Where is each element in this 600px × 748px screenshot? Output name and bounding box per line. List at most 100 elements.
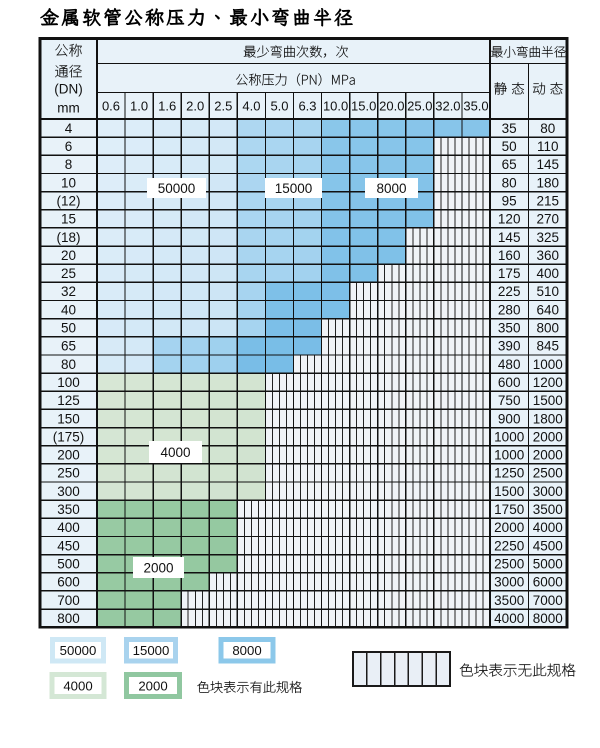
svg-text:180: 180 — [537, 175, 560, 190]
svg-text:1000: 1000 — [494, 448, 524, 463]
svg-text:175: 175 — [498, 266, 521, 281]
svg-text:300: 300 — [57, 484, 80, 499]
svg-text:360: 360 — [537, 248, 560, 263]
svg-text:160: 160 — [498, 248, 521, 263]
svg-text:200: 200 — [57, 448, 80, 463]
svg-text:1.0: 1.0 — [130, 99, 148, 114]
svg-text:6: 6 — [65, 139, 73, 154]
svg-text:32: 32 — [61, 284, 76, 299]
svg-text:mm: mm — [57, 101, 80, 116]
svg-text:4000: 4000 — [494, 611, 524, 626]
svg-text:15.0: 15.0 — [351, 99, 376, 114]
svg-text:25: 25 — [61, 266, 76, 281]
svg-text:(18): (18) — [56, 230, 80, 245]
svg-text:120: 120 — [498, 212, 521, 227]
svg-text:500: 500 — [57, 557, 80, 572]
svg-text:400: 400 — [537, 266, 560, 281]
svg-text:15000: 15000 — [133, 643, 170, 658]
svg-text:5000: 5000 — [533, 557, 563, 572]
svg-text:95: 95 — [502, 194, 517, 209]
svg-text:15000: 15000 — [275, 181, 313, 196]
svg-text:270: 270 — [537, 212, 560, 227]
svg-text:215: 215 — [537, 194, 560, 209]
svg-text:7000: 7000 — [533, 593, 563, 608]
svg-text:2250: 2250 — [494, 538, 524, 553]
svg-text:250: 250 — [57, 466, 80, 481]
svg-text:32.0: 32.0 — [435, 99, 460, 114]
svg-text:900: 900 — [498, 411, 521, 426]
svg-text:20: 20 — [61, 248, 76, 263]
svg-text:1750: 1750 — [494, 502, 524, 517]
svg-text:800: 800 — [57, 611, 80, 626]
svg-text:325: 325 — [537, 230, 560, 245]
svg-text:4000: 4000 — [533, 520, 563, 535]
svg-text:700: 700 — [57, 593, 80, 608]
svg-text:50000: 50000 — [60, 643, 97, 658]
svg-text:350: 350 — [57, 502, 80, 517]
svg-text:50: 50 — [502, 139, 517, 154]
svg-text:50000: 50000 — [158, 181, 196, 196]
svg-text:600: 600 — [498, 375, 521, 390]
svg-text:4000: 4000 — [63, 678, 92, 693]
svg-text:2000: 2000 — [138, 678, 167, 693]
svg-text:225: 225 — [498, 284, 521, 299]
svg-text:400: 400 — [57, 520, 80, 535]
svg-text:390: 390 — [498, 339, 521, 354]
svg-text:3500: 3500 — [533, 502, 563, 517]
svg-text:600: 600 — [57, 575, 80, 590]
svg-text:35.0: 35.0 — [463, 99, 488, 114]
svg-text:750: 750 — [498, 393, 521, 408]
svg-text:110: 110 — [537, 139, 559, 154]
svg-text:4: 4 — [65, 121, 73, 136]
svg-text:2000: 2000 — [533, 448, 563, 463]
svg-text:6.3: 6.3 — [298, 99, 316, 114]
svg-text:3500: 3500 — [494, 593, 524, 608]
svg-text:845: 845 — [537, 339, 560, 354]
svg-text:(12): (12) — [56, 194, 80, 209]
svg-text:0.6: 0.6 — [102, 99, 120, 114]
svg-text:(DN): (DN) — [54, 82, 83, 97]
svg-text:(175): (175) — [53, 429, 85, 444]
svg-text:80: 80 — [502, 175, 517, 190]
svg-text:800: 800 — [537, 321, 560, 336]
svg-text:40: 40 — [61, 302, 76, 317]
svg-text:350: 350 — [498, 321, 521, 336]
svg-text:1000: 1000 — [494, 429, 524, 444]
svg-text:8: 8 — [65, 157, 73, 172]
svg-text:10.0: 10.0 — [323, 99, 348, 114]
svg-text:1000: 1000 — [533, 357, 563, 372]
svg-text:15: 15 — [61, 212, 76, 227]
svg-text:65: 65 — [61, 339, 76, 354]
svg-text:4.0: 4.0 — [242, 99, 260, 114]
svg-text:80: 80 — [61, 357, 76, 372]
svg-text:4500: 4500 — [533, 538, 563, 553]
svg-text:145: 145 — [498, 230, 521, 245]
svg-text:6000: 6000 — [533, 575, 563, 590]
svg-text:480: 480 — [498, 357, 521, 372]
svg-text:8000: 8000 — [533, 611, 563, 626]
svg-text:150: 150 — [57, 411, 80, 426]
svg-text:1200: 1200 — [533, 375, 563, 390]
svg-text:1500: 1500 — [494, 484, 524, 499]
svg-text:2.5: 2.5 — [214, 99, 232, 114]
svg-text:20.0: 20.0 — [379, 99, 404, 114]
svg-text:1250: 1250 — [494, 466, 524, 481]
svg-text:25.0: 25.0 — [407, 99, 432, 114]
svg-text:3000: 3000 — [533, 484, 563, 499]
svg-text:450: 450 — [57, 538, 80, 553]
svg-text:80: 80 — [540, 121, 555, 136]
svg-text:2500: 2500 — [533, 466, 563, 481]
svg-text:10: 10 — [61, 175, 76, 190]
svg-text:8000: 8000 — [232, 643, 261, 658]
svg-text:5.0: 5.0 — [270, 99, 288, 114]
svg-text:145: 145 — [537, 157, 560, 172]
svg-text:2500: 2500 — [494, 557, 524, 572]
svg-text:50: 50 — [61, 321, 76, 336]
svg-text:1.6: 1.6 — [158, 99, 176, 114]
svg-text:8000: 8000 — [376, 181, 406, 196]
svg-text:1800: 1800 — [533, 411, 563, 426]
svg-text:100: 100 — [57, 375, 80, 390]
svg-text:35: 35 — [502, 121, 517, 136]
svg-text:2000: 2000 — [494, 520, 524, 535]
svg-text:3000: 3000 — [494, 575, 524, 590]
